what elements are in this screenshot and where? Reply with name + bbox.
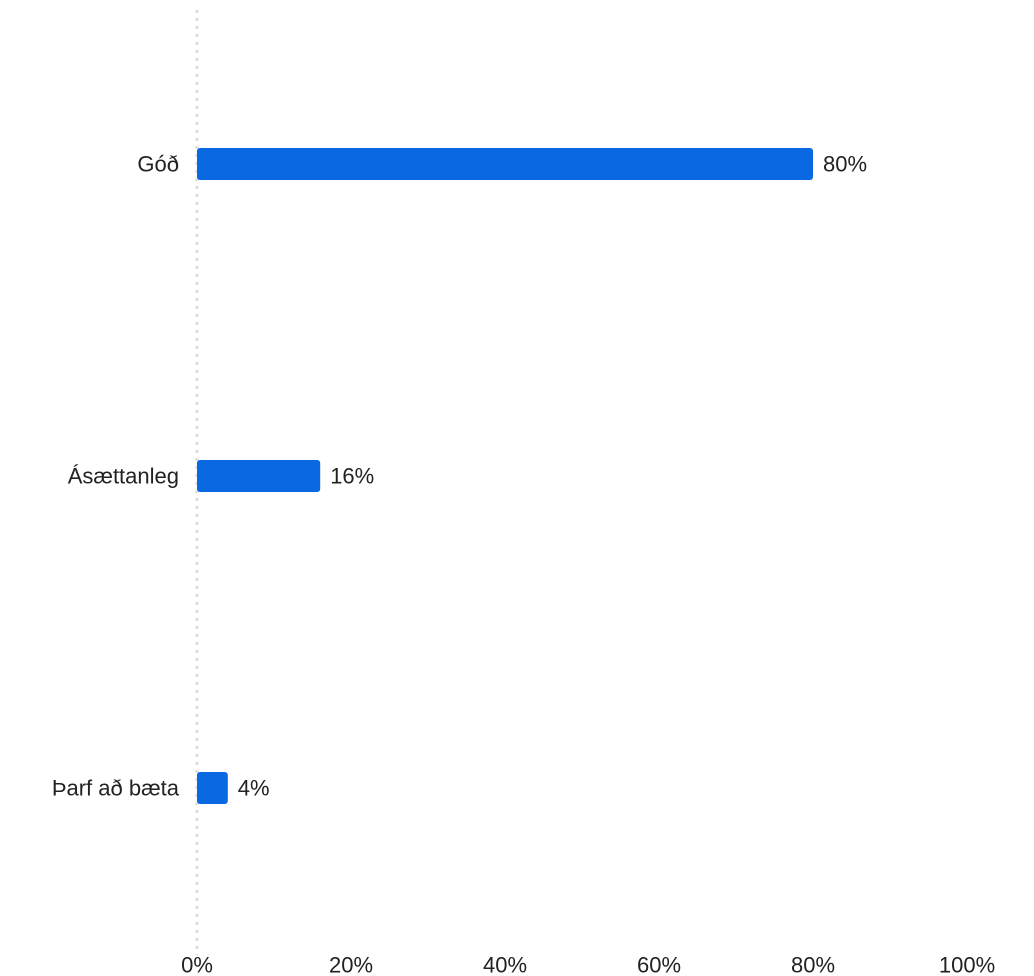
x-tick-labels-group: 0% 20% 40% 60% 80% 100% xyxy=(181,953,995,976)
x-tick-label-100: 100% xyxy=(939,953,995,976)
bars-group xyxy=(197,148,813,804)
x-tick-label-20: 20% xyxy=(329,953,373,976)
category-label-as-ttanleg: Ásættanleg xyxy=(68,464,179,489)
category-label-arf-a-b-ta: Þarf að bæta xyxy=(52,776,180,801)
bar-go xyxy=(197,148,813,180)
x-tick-label-80: 80% xyxy=(791,953,835,976)
category-labels-group: Góð Ásættanleg Þarf að bæta xyxy=(52,152,180,801)
x-tick-label-40: 40% xyxy=(483,953,527,976)
value-label-go: 80% xyxy=(823,152,867,177)
x-tick-label-0: 0% xyxy=(181,953,213,976)
bar-arf-a-b-ta xyxy=(197,772,228,804)
value-labels-group: 80% 16% 4% xyxy=(238,152,867,801)
category-label-go: Góð xyxy=(137,152,179,177)
bar-as-ttanleg xyxy=(197,460,321,492)
x-tick-label-60: 60% xyxy=(637,953,681,976)
value-label-arf-a-b-ta: 4% xyxy=(238,776,270,801)
value-label-as-ttanleg: 16% xyxy=(330,464,374,489)
